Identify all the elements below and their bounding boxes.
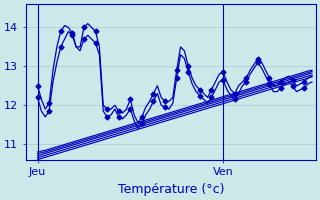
X-axis label: Température (°c): Température (°c) — [118, 183, 224, 196]
